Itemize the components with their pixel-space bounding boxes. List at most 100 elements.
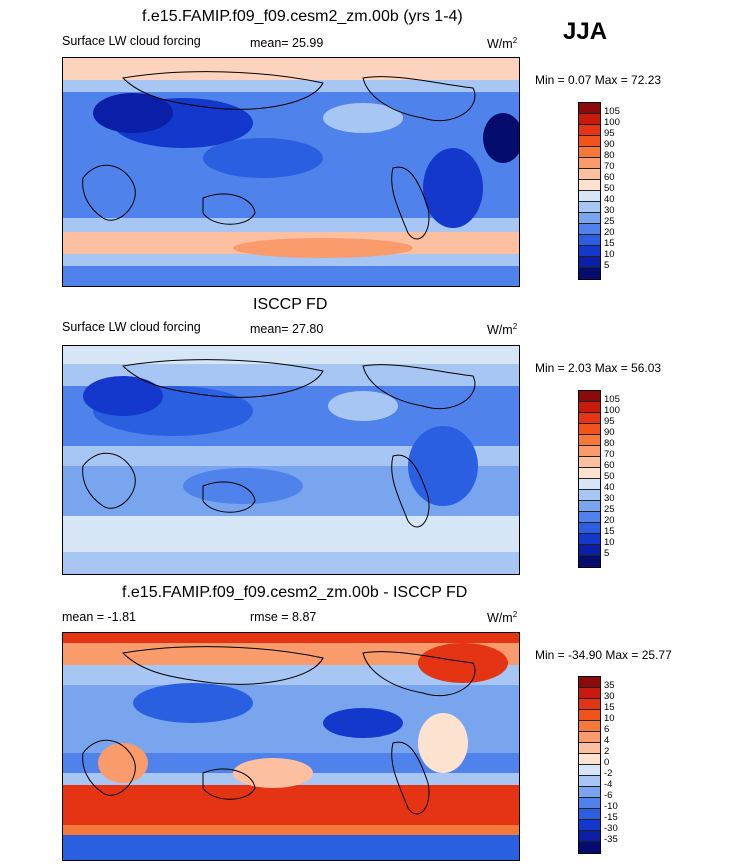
colorbar-tick: 90	[604, 427, 615, 438]
colorbar-tick: -6	[604, 790, 613, 801]
colorbar-swatch	[579, 732, 600, 743]
colorbar-swatch	[579, 677, 600, 688]
colorbar-tick: -4	[604, 779, 613, 790]
panel-3-mean: mean = -1.81	[62, 610, 137, 624]
colorbar-swatch	[579, 743, 600, 754]
panel-1-units: W/m2	[487, 36, 518, 52]
colorbar-swatch	[579, 125, 600, 136]
colorbar-tick: 50	[604, 471, 615, 482]
colorbar-tick: 40	[604, 482, 615, 493]
colorbar-swatch	[579, 457, 600, 468]
colorbar-tick: 10	[604, 249, 615, 260]
colorbar-swatch	[579, 268, 600, 279]
colorbar-swatch	[579, 402, 600, 413]
colorbar-tick: -30	[604, 823, 618, 834]
colorbar-tick: 95	[604, 416, 615, 427]
colorbar-tick: 6	[604, 724, 610, 735]
colorbar-tick: 80	[604, 150, 615, 161]
colorbar-tick: 105	[604, 394, 620, 405]
colorbar-tick: 40	[604, 194, 615, 205]
panel-2-mean: mean= 27.80	[250, 322, 324, 336]
colorbar-tick: 30	[604, 205, 615, 216]
panel-3-rmse: rmse = 8.87	[250, 610, 317, 624]
colorbar-tick: -35	[604, 834, 618, 845]
colorbar-tick: 95	[604, 128, 615, 139]
colorbar-swatch	[579, 479, 600, 490]
colorbar-tick: 4	[604, 735, 610, 746]
colorbar-swatch	[579, 688, 600, 699]
panel-3-map	[62, 632, 520, 861]
colorbar-tick: 5	[604, 548, 610, 559]
colorbar-tick: 20	[604, 515, 615, 526]
colorbar-tick: 70	[604, 161, 615, 172]
colorbar-swatch	[579, 224, 600, 235]
colorbar-swatch	[579, 512, 600, 523]
panel-3-colorbar	[578, 676, 601, 854]
colorbar-tick: -15	[604, 812, 618, 823]
panel-1-mean: mean= 25.99	[250, 36, 324, 50]
colorbar-tick: 30	[604, 691, 615, 702]
colorbar-tick: 15	[604, 702, 615, 713]
colorbar-swatch	[579, 213, 600, 224]
colorbar-swatch	[579, 246, 600, 257]
colorbar-tick: 15	[604, 526, 615, 537]
panel-3-map-canvas	[63, 633, 519, 860]
panel-3-units: W/m2	[487, 610, 518, 626]
colorbar-swatch	[579, 556, 600, 567]
colorbar-tick: 0	[604, 757, 610, 768]
colorbar-tick: 70	[604, 449, 615, 460]
panel-2-units: W/m2	[487, 322, 518, 338]
colorbar-tick: 2	[604, 746, 610, 757]
colorbar-tick: 25	[604, 216, 615, 227]
colorbar-swatch	[579, 147, 600, 158]
colorbar-swatch	[579, 180, 600, 191]
colorbar-swatch	[579, 136, 600, 147]
colorbar-swatch	[579, 490, 600, 501]
colorbar-tick: 25	[604, 504, 615, 515]
colorbar-swatch	[579, 114, 600, 125]
panel-1-map	[62, 57, 520, 287]
panel-2-variable-label: Surface LW cloud forcing	[62, 320, 201, 334]
colorbar-swatch	[579, 721, 600, 732]
colorbar-swatch	[579, 754, 600, 765]
colorbar-swatch	[579, 103, 600, 114]
colorbar-swatch	[579, 820, 600, 831]
panel-1-title: f.e15.FAMIP.f09_f09.cesm2_zm.00b (yrs 1-…	[142, 8, 463, 25]
colorbar-tick: 105	[604, 106, 620, 117]
panel-2-map-canvas	[63, 346, 519, 574]
colorbar-swatch	[579, 699, 600, 710]
colorbar-swatch	[579, 809, 600, 820]
panel-3-title: f.e15.FAMIP.f09_f09.cesm2_zm.00b - ISCCP…	[122, 584, 468, 601]
colorbar-tick: 100	[604, 405, 620, 416]
colorbar-swatch	[579, 446, 600, 457]
colorbar-tick: 15	[604, 238, 615, 249]
colorbar-tick: 60	[604, 172, 615, 183]
panel-2-map	[62, 345, 520, 575]
colorbar-swatch	[579, 842, 600, 853]
colorbar-swatch	[579, 468, 600, 479]
colorbar-tick: 100	[604, 117, 620, 128]
colorbar-swatch	[579, 424, 600, 435]
panel-2-title: ISCCP FD	[253, 296, 328, 313]
colorbar-swatch	[579, 158, 600, 169]
colorbar-swatch	[579, 523, 600, 534]
panel-2-min-max: Min = 2.03 Max = 56.03	[535, 361, 662, 375]
colorbar-swatch	[579, 435, 600, 446]
panel-1-map-canvas	[63, 58, 519, 286]
colorbar-swatch	[579, 191, 600, 202]
colorbar-tick: 50	[604, 183, 615, 194]
panel-1-variable-label: Surface LW cloud forcing	[62, 34, 201, 48]
colorbar-swatch	[579, 413, 600, 424]
colorbar-swatch	[579, 169, 600, 180]
colorbar-swatch	[579, 534, 600, 545]
colorbar-tick: -10	[604, 801, 618, 812]
colorbar-swatch	[579, 235, 600, 246]
panel-1-colorbar	[578, 102, 601, 280]
colorbar-swatch	[579, 202, 600, 213]
colorbar-swatch	[579, 776, 600, 787]
colorbar-swatch	[579, 798, 600, 809]
panel-2-colorbar	[578, 390, 601, 568]
colorbar-swatch	[579, 765, 600, 776]
colorbar-tick: 35	[604, 680, 615, 691]
colorbar-tick: 10	[604, 537, 615, 548]
